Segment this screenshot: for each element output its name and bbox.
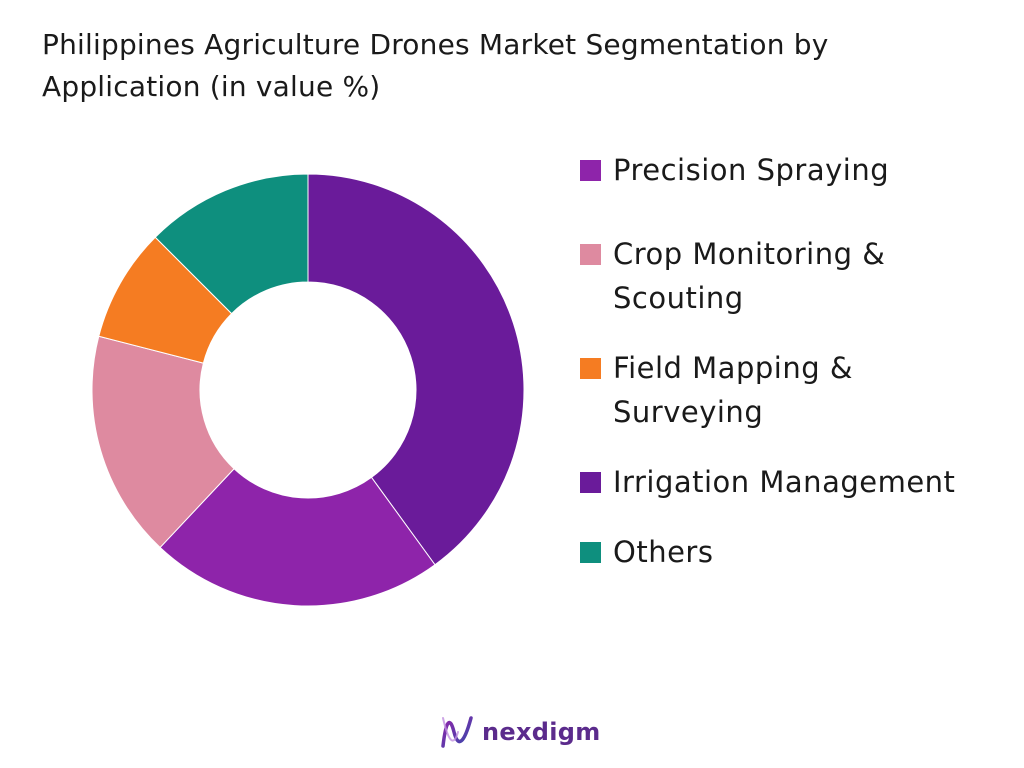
- legend-item-field-mapping: Field Mapping & Surveying: [580, 346, 903, 434]
- legend-item-irrigation-management: Irrigation Management: [580, 460, 1003, 504]
- donut-slice-precision-spraying: [307, 173, 525, 566]
- legend-swatch: [580, 358, 601, 379]
- legend-label: Precision Spraying: [613, 153, 890, 187]
- legend-swatch: [580, 244, 601, 265]
- legend-label: Crop Monitoring & Scouting: [613, 237, 886, 315]
- donut-slice-crop-monitoring-scouting: [159, 468, 436, 607]
- brand-name: nexdigm: [482, 718, 601, 746]
- legend-item-crop-monitoring: Crop Monitoring & Scouting: [580, 232, 933, 320]
- chart-title: Philippines Agriculture Drones Market Se…: [42, 28, 829, 103]
- donut-slices: [91, 173, 525, 607]
- legend-label: Others: [613, 535, 714, 569]
- donut-slice-others: [154, 173, 309, 315]
- legend-item-precision-spraying: Precision Spraying: [580, 148, 1003, 192]
- nexdigm-logo-icon: [441, 716, 473, 748]
- brand-logo: nexdigm: [440, 714, 601, 750]
- legend-swatch: [580, 472, 601, 493]
- legend-item-others: Others: [580, 530, 1003, 574]
- legend-label: Irrigation Management: [613, 465, 956, 499]
- donut-slice-field-mapping-surveying: [91, 335, 235, 549]
- legend-label: Field Mapping & Surveying: [613, 351, 853, 429]
- legend-swatch: [580, 160, 601, 181]
- legend-swatch: [580, 542, 601, 563]
